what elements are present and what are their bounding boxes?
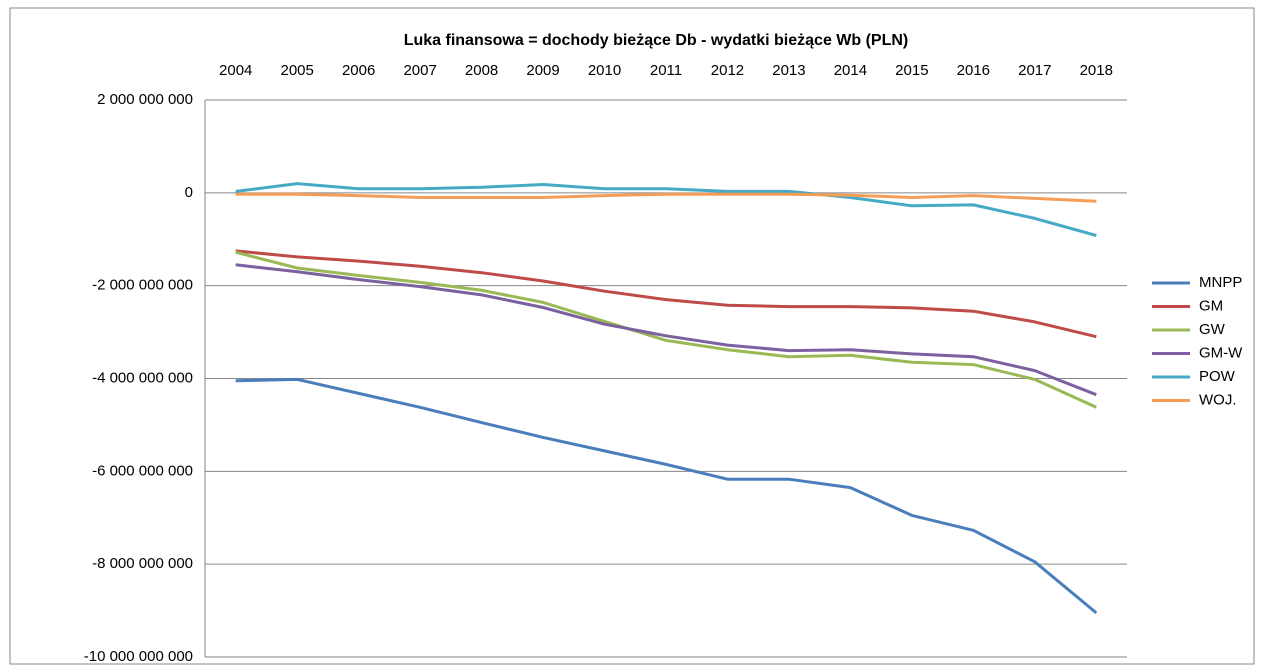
- x-tick-label: 2007: [403, 62, 436, 79]
- x-tick-label: 2015: [895, 62, 928, 79]
- x-tick-label: 2017: [1018, 62, 1051, 79]
- x-tick-label: 2018: [1080, 62, 1113, 79]
- y-tick-label: 2 000 000 000: [97, 91, 193, 108]
- series-line: [235, 377, 1098, 615]
- x-tick-label: 2006: [342, 62, 375, 79]
- y-tick-label: -10 000 000 000: [84, 648, 193, 665]
- x-tick-label: 2014: [834, 62, 867, 79]
- x-tick-label: 2010: [588, 62, 621, 79]
- y-tick-label: 0: [185, 184, 193, 201]
- series-line: [235, 192, 1097, 203]
- series-line: [235, 182, 1097, 237]
- series-line: [235, 263, 1097, 397]
- x-tick-label: 2009: [526, 62, 559, 79]
- legend-label: MNPP: [1199, 274, 1242, 291]
- y-tick-label: -4 000 000 000: [92, 369, 193, 386]
- legend-label: GM: [1199, 297, 1223, 314]
- x-tick-label: 2011: [650, 62, 682, 79]
- x-tick-label: 2004: [219, 62, 252, 79]
- y-tick-label: -8 000 000 000: [92, 555, 193, 572]
- x-tick-label: 2008: [465, 62, 498, 79]
- y-tick-label: -2 000 000 000: [92, 277, 193, 294]
- series-line: [235, 250, 1097, 409]
- legend-label: GM-W: [1199, 344, 1243, 361]
- x-tick-label: 2016: [957, 62, 990, 79]
- series-line: [235, 249, 1097, 339]
- x-tick-label: 2012: [711, 62, 744, 79]
- chart-title: Luka finansowa = dochody bieżące Db - wy…: [404, 32, 909, 49]
- y-tick-label: -6 000 000 000: [92, 462, 193, 479]
- chart-border: [9, 7, 1255, 665]
- legend-label: POW: [1199, 368, 1236, 385]
- legend-label: GW: [1199, 321, 1226, 338]
- x-tick-label: 2005: [281, 62, 314, 79]
- legend-label: WOJ.: [1199, 391, 1237, 408]
- x-tick-label: 2013: [772, 62, 805, 79]
